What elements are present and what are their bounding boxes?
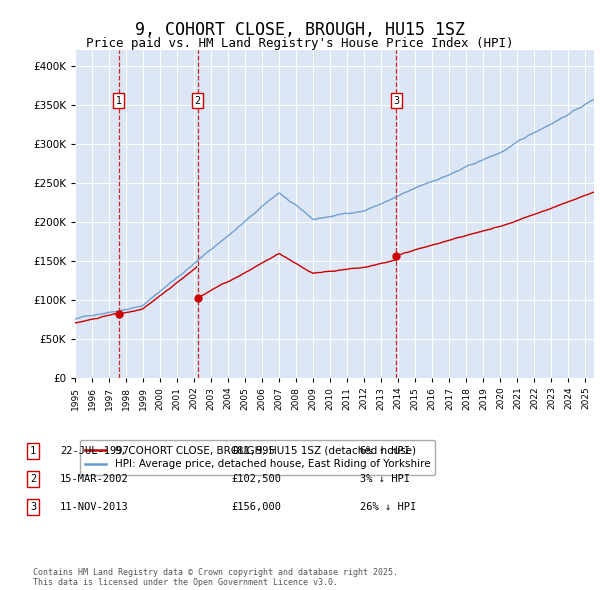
Text: 2: 2 bbox=[194, 96, 201, 106]
Text: 26% ↓ HPI: 26% ↓ HPI bbox=[360, 502, 416, 512]
Text: 22-JUL-1997: 22-JUL-1997 bbox=[60, 447, 129, 456]
Text: Price paid vs. HM Land Registry's House Price Index (HPI): Price paid vs. HM Land Registry's House … bbox=[86, 37, 514, 50]
Text: Contains HM Land Registry data © Crown copyright and database right 2025.
This d: Contains HM Land Registry data © Crown c… bbox=[33, 568, 398, 587]
Text: 11-NOV-2013: 11-NOV-2013 bbox=[60, 502, 129, 512]
Text: 1: 1 bbox=[115, 96, 122, 106]
Text: 3: 3 bbox=[393, 96, 399, 106]
Text: 1: 1 bbox=[30, 447, 36, 456]
Text: 3% ↓ HPI: 3% ↓ HPI bbox=[360, 474, 410, 484]
Text: £81,995: £81,995 bbox=[231, 447, 275, 456]
Text: £102,500: £102,500 bbox=[231, 474, 281, 484]
Text: £156,000: £156,000 bbox=[231, 502, 281, 512]
Text: 3: 3 bbox=[30, 502, 36, 512]
Text: 9, COHORT CLOSE, BROUGH, HU15 1SZ: 9, COHORT CLOSE, BROUGH, HU15 1SZ bbox=[135, 21, 465, 39]
Text: 15-MAR-2002: 15-MAR-2002 bbox=[60, 474, 129, 484]
Legend: 9, COHORT CLOSE, BROUGH, HU15 1SZ (detached house), HPI: Average price, detached: 9, COHORT CLOSE, BROUGH, HU15 1SZ (detac… bbox=[80, 440, 436, 475]
Text: 2: 2 bbox=[30, 474, 36, 484]
Text: 6% ↑ HPI: 6% ↑ HPI bbox=[360, 447, 410, 456]
